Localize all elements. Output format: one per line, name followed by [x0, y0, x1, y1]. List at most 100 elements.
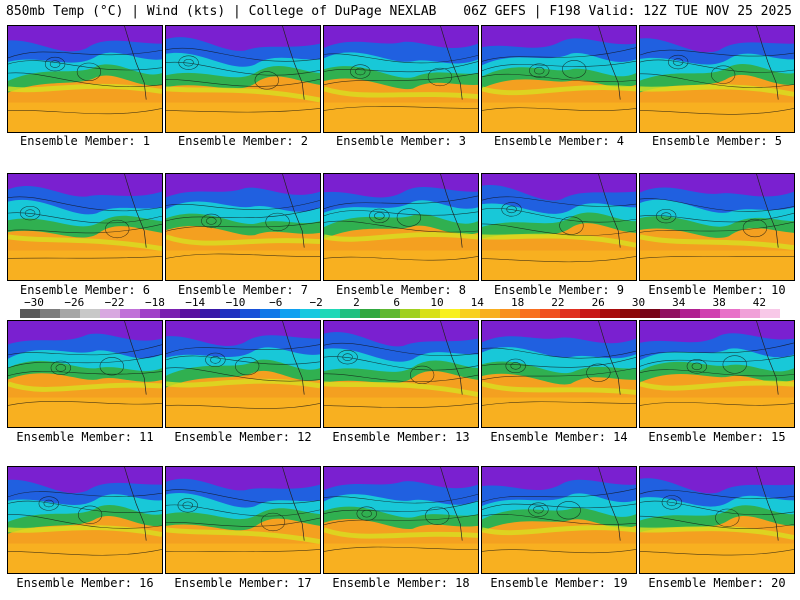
- ensemble-map-2: [165, 25, 321, 133]
- ensemble-member-label: Ensemble Member: 6: [19, 283, 151, 297]
- colorbar-segment: [460, 309, 481, 318]
- colorbar-segment: [60, 309, 81, 318]
- ensemble-member-label: Ensemble Member: 13: [332, 430, 470, 444]
- colorbar-segment: [580, 309, 601, 318]
- colorbar-segment: [680, 309, 701, 318]
- colorbar-segment: [80, 309, 101, 318]
- colorbar-segment: [500, 309, 521, 318]
- ensemble-member-label: Ensemble Member: 10: [648, 283, 786, 297]
- ensemble-member-label: Ensemble Member: 7: [177, 283, 309, 297]
- map-title: 850mb Temp (°C) | Wind (kts) | College o…: [6, 4, 437, 19]
- colorbar-tick-label: −6: [269, 296, 283, 309]
- colorbar-segment: [260, 309, 281, 318]
- colorbar-segment: [760, 309, 780, 318]
- colorbar-segment: [520, 309, 541, 318]
- colorbar-tick-label: 2: [353, 296, 360, 309]
- temperature-colorbar: [20, 309, 780, 318]
- colorbar-segment: [240, 309, 261, 318]
- ensemble-member-label: Ensemble Member: 11: [16, 430, 154, 444]
- colorbar-tick-label: 22: [551, 296, 565, 309]
- colorbar-tick-label: 38: [712, 296, 726, 309]
- ensemble-map-19: [481, 466, 637, 574]
- ensemble-member-label: Ensemble Member: 16: [16, 576, 154, 590]
- colorbar-tick-label: −2: [309, 296, 323, 309]
- colorbar-segment: [280, 309, 301, 318]
- ensemble-member-label: Ensemble Member: 9: [493, 283, 625, 297]
- ensemble-member-label: Ensemble Member: 14: [490, 430, 628, 444]
- colorbar-segment: [20, 309, 41, 318]
- ensemble-member-label: Ensemble Member: 3: [335, 134, 467, 148]
- ensemble-member-label: Ensemble Member: 20: [648, 576, 786, 590]
- colorbar-segment: [620, 309, 641, 318]
- colorbar-segment: [440, 309, 461, 318]
- ensemble-map-4: [481, 25, 637, 133]
- ensemble-map-18: [323, 466, 479, 574]
- colorbar-segment: [420, 309, 441, 318]
- ensemble-map-1: [7, 25, 163, 133]
- colorbar-segment: [180, 309, 201, 318]
- colorbar-segment: [560, 309, 581, 318]
- colorbar-segment: [360, 309, 381, 318]
- colorbar-tick-label: 18: [510, 296, 525, 309]
- colorbar-segment: [400, 309, 421, 318]
- ensemble-map-17: [165, 466, 321, 574]
- ensemble-map-15: [639, 320, 795, 428]
- colorbar-segment: [120, 309, 141, 318]
- colorbar-tick-label: −26: [64, 296, 85, 309]
- colorbar-segment: [480, 309, 501, 318]
- colorbar-segment: [160, 309, 181, 318]
- ensemble-member-label: Ensemble Member: 4: [493, 134, 625, 148]
- ensemble-map-6: [7, 173, 163, 281]
- ensemble-member-label: Ensemble Member: 12: [174, 430, 312, 444]
- map-header: 850mb Temp (°C) | Wind (kts) | College o…: [0, 0, 800, 24]
- ensemble-map-20: [639, 466, 795, 574]
- ensemble-member-label: Ensemble Member: 15: [648, 430, 786, 444]
- ensemble-member-label: Ensemble Member: 19: [490, 576, 628, 590]
- ensemble-member-label: Ensemble Member: 5: [651, 134, 783, 148]
- ensemble-map-16: [7, 466, 163, 574]
- colorbar-segment: [220, 309, 241, 318]
- ensemble-map-12: [165, 320, 321, 428]
- ensemble-map-10: [639, 173, 795, 281]
- ensemble-member-label: Ensemble Member: 8: [335, 283, 467, 297]
- ensemble-map-3: [323, 25, 479, 133]
- colorbar-segment: [740, 309, 761, 318]
- ensemble-map-7: [165, 173, 321, 281]
- colorbar-segment: [100, 309, 121, 318]
- colorbar-tick-label: −30: [24, 296, 44, 309]
- colorbar-tick-label: 30: [631, 296, 646, 309]
- colorbar-ticks: −30 −26 −22 −18 −14 −10 −6 −2 2 6 10 14 18 22 26 30 34 38…: [0, 296, 800, 309]
- colorbar-tick-label: 14: [470, 296, 484, 309]
- colorbar-segment: [660, 309, 681, 318]
- ensemble-map-5: [639, 25, 795, 133]
- ensemble-member-label: Ensemble Member: 1: [19, 134, 151, 148]
- ensemble-map-9: [481, 173, 637, 281]
- colorbar-segment: [720, 309, 741, 318]
- colorbar-segment: [300, 309, 321, 318]
- ensemble-member-label: Ensemble Member: 2: [177, 134, 309, 148]
- colorbar-segment: [540, 309, 561, 318]
- ensemble-map-14: [481, 320, 637, 428]
- colorbar-tick-label: 42: [752, 296, 767, 309]
- colorbar-tick-label: −10: [225, 296, 246, 309]
- colorbar-tick-label: −22: [104, 296, 125, 309]
- colorbar-segment: [140, 309, 161, 318]
- colorbar-tick-label: 6: [393, 296, 400, 309]
- colorbar-tick-label: 26: [591, 296, 605, 309]
- ensemble-map-8: [323, 173, 479, 281]
- colorbar-segment: [380, 309, 401, 318]
- colorbar-segment: [40, 309, 61, 318]
- colorbar-tick-label: −14: [185, 296, 206, 309]
- colorbar-segment: [640, 309, 661, 318]
- colorbar-segment: [320, 309, 341, 318]
- ensemble-member-label: Ensemble Member: 17: [174, 576, 312, 590]
- ensemble-map-11: [7, 320, 163, 428]
- run-valid-time: 06Z GEFS | F198 Valid: 12Z TUE NOV 25 20…: [463, 4, 792, 19]
- colorbar-tick-label: 34: [672, 296, 686, 309]
- colorbar-segment: [340, 309, 361, 318]
- colorbar-tick-label: −18: [144, 296, 165, 309]
- colorbar-segment: [200, 309, 221, 318]
- ensemble-map-13: [323, 320, 479, 428]
- colorbar-tick-label: 10: [430, 296, 444, 309]
- colorbar-segment: [600, 309, 621, 318]
